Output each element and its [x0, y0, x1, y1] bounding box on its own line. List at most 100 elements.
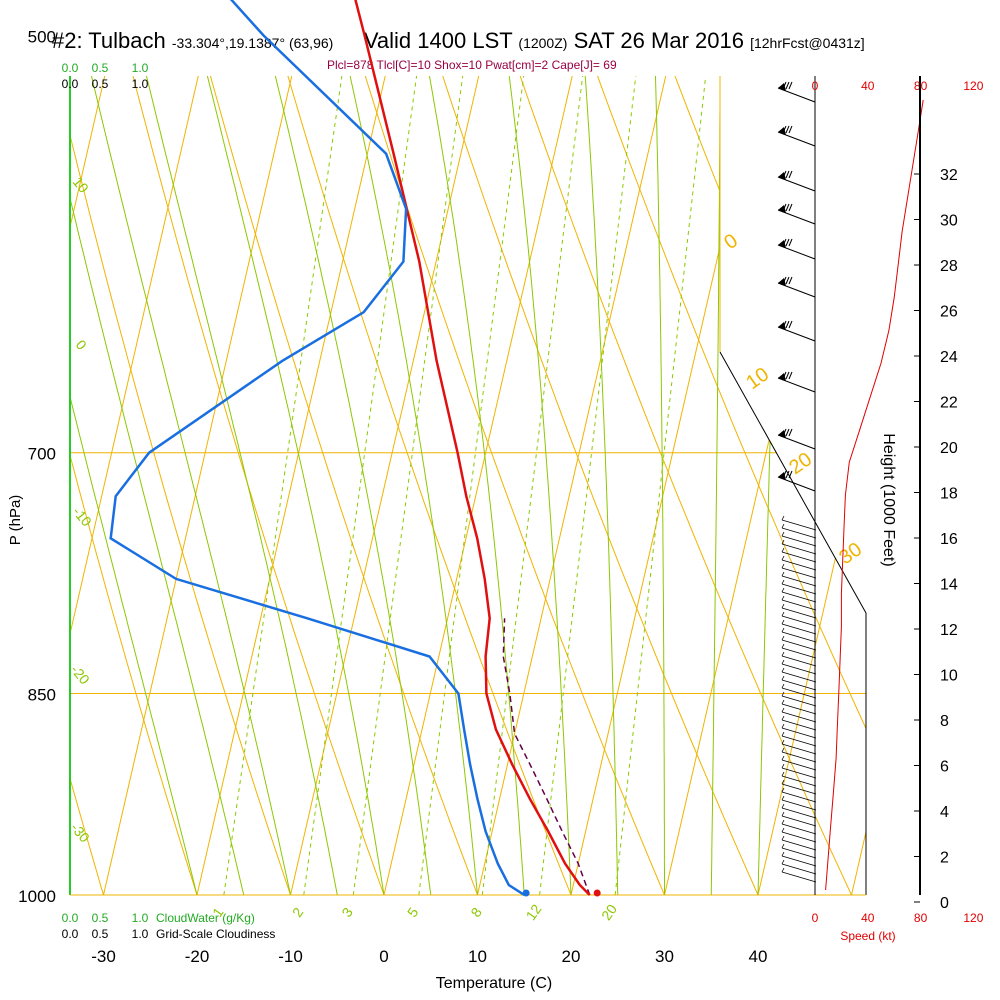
speed-tick-top: 0: [812, 79, 819, 93]
dry-adiabat-label: 10: [70, 174, 92, 196]
wind-barb-feather: [781, 835, 785, 841]
wind-barb-feather: [781, 531, 785, 537]
wind-barb-pennant: [778, 172, 786, 180]
isotherm-line: [290, 76, 698, 895]
wind-barb-feather: [781, 651, 785, 657]
wind-barb-staff: [781, 775, 817, 787]
wind-barb-feather: [781, 595, 785, 601]
wind-barb-pennant: [778, 127, 786, 135]
isotherm-label: 0: [720, 230, 742, 254]
isotherm-line: [477, 76, 866, 895]
height-tick-label: 12: [940, 622, 958, 639]
isotherm-line: [103, 76, 511, 895]
cloud-scale-top-black: 1.0: [132, 77, 149, 91]
cloudwater-label: CloudWater (g/Kg): [156, 911, 255, 925]
wind-barb-feather: [782, 170, 787, 179]
wind-barb-staff: [781, 695, 817, 707]
wind-barb-pennant: [778, 322, 786, 330]
wind-barb-feather: [785, 203, 790, 212]
title-zulu: (1200Z): [518, 35, 568, 51]
wind-barb-feather: [781, 739, 785, 745]
x-tick-label: -10: [278, 947, 303, 966]
wind-barbs: [777, 81, 817, 883]
isotherm-line: [570, 76, 866, 895]
dry-adiabat: [557, 76, 866, 895]
wind-barb-feather: [781, 859, 785, 865]
wind-barb-staff: [781, 799, 817, 811]
wind-barb-feather: [781, 699, 785, 705]
wind-barb-staff: [781, 783, 817, 795]
wind-barb-feather: [781, 851, 785, 857]
mixing-ratio-line: [481, 76, 623, 895]
mixing-ratio-label: 12: [522, 901, 544, 923]
speed-tick-bottom: 80: [914, 911, 928, 925]
x-tick-label: -20: [185, 947, 210, 966]
dry-adiabat: [70, 76, 385, 895]
dry-adiabat-label: -20: [68, 662, 93, 688]
height-tick-label: 30: [940, 213, 958, 230]
wind-barb-feather: [781, 803, 785, 809]
moist-adiabat: [453, 76, 619, 895]
speed-profile-line: [825, 99, 924, 891]
wind-barb-feather: [788, 470, 793, 479]
speed-label: Speed (kt): [840, 929, 895, 943]
cloud-scale-bottom-green: 0.0: [62, 911, 79, 925]
height-tick-label: 10: [940, 668, 958, 685]
wind-barb-feather: [781, 587, 785, 593]
wind-barb-staff: [781, 551, 817, 563]
mixing-ratio-label: 3: [338, 904, 356, 920]
wind-barb-feather: [781, 571, 785, 577]
wind-barb-staff: [781, 623, 817, 635]
wind-barb-feather: [781, 563, 785, 569]
height-tick-label: 22: [940, 395, 958, 412]
title-station: #2: Tulbach: [52, 28, 166, 53]
wind-barb-feather: [781, 843, 785, 849]
wind-barb-staff: [781, 655, 817, 667]
moist-adiabat: [70, 76, 338, 895]
isotherm-label: 10: [742, 363, 773, 394]
wind-barb-feather: [788, 320, 793, 329]
wind-barb-feather: [781, 643, 785, 649]
dry-adiabat: [993, 0, 1000, 895]
wind-barb-feather: [782, 470, 787, 479]
mixing-ratio-label: 8: [467, 904, 485, 920]
wind-barb-staff: [777, 326, 816, 342]
isotherm-line: [757, 76, 866, 895]
isotherm-line: [196, 76, 605, 895]
moist-adiabat: [757, 76, 801, 895]
wind-barb-feather: [782, 428, 787, 437]
mixing-ratio-label: 20: [598, 901, 620, 923]
chart-title: #2: Tulbach -33.304°,19.1387° (63,96) Va…: [52, 28, 865, 54]
wind-barb-feather: [781, 819, 785, 825]
wind-barb-pennant: [778, 373, 786, 381]
wind-barb-feather: [781, 867, 785, 873]
wind-barb-feather: [781, 747, 785, 753]
wind-barb-staff: [777, 176, 816, 192]
dewpoint-line: [109, 0, 525, 897]
wind-barb-feather: [781, 691, 785, 697]
wind-barb-feather: [781, 523, 785, 529]
moist-adiabat: [326, 76, 572, 895]
wind-barb-staff: [781, 671, 817, 683]
wind-barb-staff: [781, 527, 817, 539]
wind-barb-pennant: [778, 472, 786, 480]
wind-barb-staff: [781, 863, 817, 875]
wind-barb-feather: [785, 470, 790, 479]
dry-adiabat: [70, 76, 198, 895]
wind-barb-feather: [788, 203, 793, 212]
height-tick-label: 4: [940, 804, 949, 821]
wind-barb-staff: [781, 759, 817, 771]
wind-barb-staff: [781, 727, 817, 739]
cloud-scale-top-black: 0.0: [62, 77, 79, 91]
speed-tick-bottom: 120: [963, 911, 983, 925]
wind-barb-pennant: [778, 205, 786, 213]
wind-barb-staff: [781, 663, 817, 675]
wind-barb-staff: [781, 791, 817, 803]
cloud-scale-top-black: 0.5: [92, 77, 109, 91]
wind-barb-staff: [781, 735, 817, 747]
wind-barb-feather: [782, 276, 787, 285]
wind-barb-feather: [788, 428, 793, 437]
wind-barb-staff: [777, 476, 816, 492]
speed-tick-top: 120: [963, 79, 983, 93]
